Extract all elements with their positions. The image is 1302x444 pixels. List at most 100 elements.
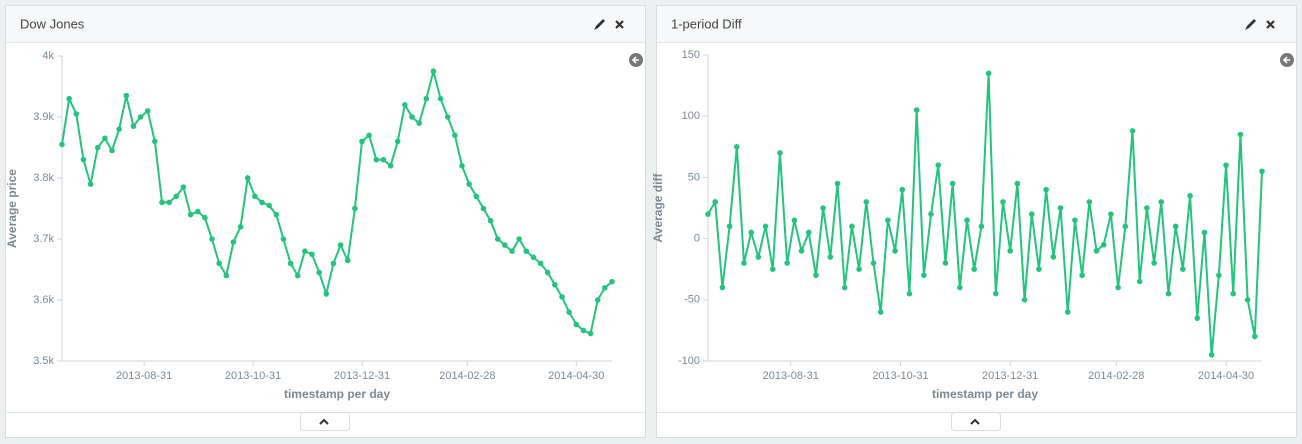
point (877, 309, 884, 315)
point (59, 141, 65, 148)
point (509, 248, 515, 254)
point (1158, 199, 1165, 205)
y-tick-label: 50 (688, 171, 700, 183)
point (885, 217, 891, 224)
point (1007, 248, 1013, 254)
point (1216, 272, 1222, 279)
point (580, 327, 587, 334)
point (1259, 168, 1265, 175)
point (116, 126, 122, 132)
point (159, 199, 165, 206)
point (102, 135, 108, 142)
point (130, 123, 137, 129)
point (280, 236, 287, 242)
point (173, 193, 180, 200)
point (978, 223, 985, 230)
point (409, 114, 415, 120)
point (230, 239, 237, 245)
point (820, 205, 826, 211)
edit-icon[interactable] (594, 19, 605, 30)
edit-icon[interactable] (1245, 19, 1256, 30)
point (66, 95, 72, 102)
point (899, 186, 906, 193)
chevron-icon (319, 418, 329, 425)
point (971, 266, 978, 273)
point (494, 236, 501, 242)
point (827, 254, 834, 260)
y-axis-title: Average price (5, 169, 19, 248)
point (216, 260, 222, 267)
panel-frame (656, 5, 1297, 438)
point (166, 199, 172, 206)
point (769, 266, 776, 273)
point (244, 175, 251, 181)
point (964, 217, 970, 224)
close-icon[interactable] (615, 20, 624, 29)
point (316, 269, 322, 276)
point (387, 163, 394, 169)
point (1064, 309, 1071, 315)
point (777, 150, 783, 156)
x-tick-label: 2014-04-30 (1198, 370, 1254, 382)
point (791, 217, 798, 224)
point (942, 260, 949, 266)
point (1014, 180, 1021, 187)
y-tick-label: 3.8k (33, 172, 54, 184)
point (741, 260, 747, 266)
x-tick-label: 2013-08-31 (116, 370, 172, 382)
point (516, 236, 522, 242)
point (423, 95, 430, 102)
point (530, 254, 537, 261)
point (180, 184, 187, 190)
point (1115, 284, 1121, 291)
point (1100, 241, 1107, 248)
point (1028, 211, 1035, 217)
point (705, 211, 711, 217)
point (137, 114, 144, 120)
point (985, 70, 992, 77)
point (1129, 128, 1136, 134)
point (1237, 131, 1244, 138)
point (1151, 260, 1157, 266)
point (755, 254, 762, 260)
point (798, 248, 805, 254)
point (294, 272, 301, 279)
point (252, 193, 258, 200)
point (834, 180, 841, 187)
y-tick-label: -100 (678, 355, 700, 367)
point (1223, 162, 1229, 168)
point (194, 208, 201, 215)
point (152, 138, 158, 145)
point (452, 132, 458, 139)
point (337, 242, 344, 248)
point (949, 180, 956, 187)
point (237, 224, 244, 230)
point (719, 284, 726, 291)
point (587, 330, 594, 337)
y-tick-label: 150 (682, 49, 700, 61)
point (1072, 217, 1078, 224)
point (309, 251, 315, 258)
close-icon[interactable] (1266, 20, 1275, 29)
point (849, 223, 855, 230)
point (466, 181, 472, 187)
x-tick-label: 2013-12-31 (334, 370, 390, 382)
point (602, 285, 608, 291)
point (523, 248, 530, 254)
point (80, 156, 87, 163)
point (209, 236, 215, 242)
point (863, 199, 870, 205)
panel-header (657, 6, 1296, 42)
point (1208, 352, 1215, 358)
point (992, 290, 999, 297)
point (1144, 205, 1150, 211)
y-tick-label: 100 (682, 110, 700, 122)
point (416, 120, 422, 126)
line (707, 73, 1263, 355)
point (259, 199, 265, 206)
point (273, 211, 280, 218)
y-tick-label: 3.7k (33, 233, 54, 245)
point (323, 291, 330, 297)
y-tick-label: 3.5k (33, 355, 54, 367)
